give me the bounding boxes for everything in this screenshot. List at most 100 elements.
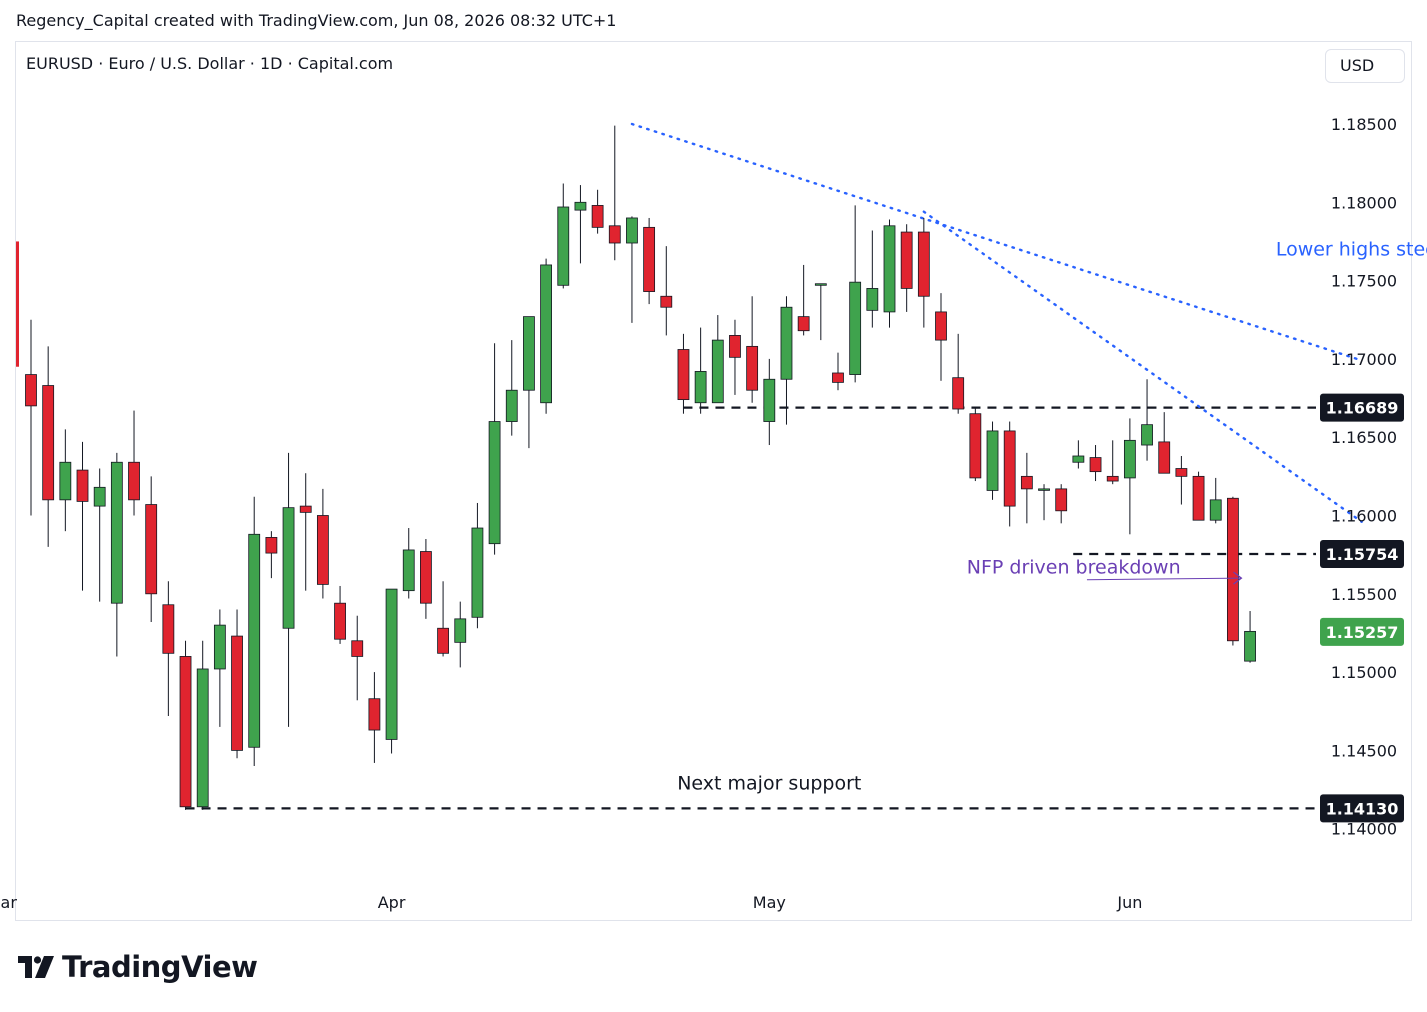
candle[interactable] — [162, 581, 175, 716]
candle[interactable] — [299, 473, 312, 591]
y-tick-label: 1.15000 — [1331, 663, 1397, 682]
candle[interactable] — [540, 258, 552, 414]
candle[interactable] — [213, 609, 226, 727]
candle[interactable] — [711, 315, 724, 404]
candle[interactable] — [814, 283, 827, 341]
candle[interactable] — [832, 352, 844, 391]
candle[interactable] — [1020, 452, 1033, 524]
level-price-tag[interactable]: 1.16689 — [1326, 399, 1399, 418]
candle[interactable] — [1123, 418, 1136, 535]
candle-body-down — [832, 372, 844, 383]
candle-body-up — [574, 201, 587, 211]
candle[interactable] — [1055, 484, 1068, 524]
annotation-label[interactable]: Next major support — [677, 773, 861, 795]
candle[interactable] — [1209, 477, 1222, 524]
trendline-1[interactable] — [922, 210, 1363, 523]
candle[interactable] — [128, 410, 140, 516]
candle[interactable] — [1158, 412, 1171, 474]
candle[interactable] — [763, 358, 776, 446]
candle[interactable] — [917, 217, 930, 328]
candle[interactable] — [557, 183, 570, 289]
candle[interactable] — [25, 319, 37, 516]
candle[interactable] — [402, 528, 415, 599]
candle[interactable] — [505, 340, 518, 436]
candle-body-up — [282, 507, 295, 629]
candle-body-down — [231, 635, 243, 751]
candle[interactable] — [1244, 611, 1256, 663]
candle-body-down — [316, 515, 329, 585]
candle[interactable] — [729, 319, 741, 395]
candle[interactable] — [574, 185, 587, 264]
symbol-title[interactable]: EURUSD · Euro / U.S. Dollar · 1D · Capit… — [26, 54, 394, 73]
candle[interactable] — [1141, 379, 1153, 461]
candle[interactable] — [986, 421, 999, 500]
candle[interactable] — [780, 296, 793, 425]
annotation-label[interactable]: Lower highs steepen — [1276, 239, 1427, 261]
candle[interactable] — [935, 293, 947, 381]
candle[interactable] — [145, 476, 158, 622]
chart-caption: Regency_Capital created with TradingView… — [16, 11, 617, 30]
candle[interactable] — [420, 538, 432, 619]
candle[interactable] — [1003, 421, 1016, 527]
candle[interactable] — [1192, 471, 1205, 521]
candle[interactable] — [660, 246, 673, 336]
candle[interactable] — [1072, 440, 1085, 469]
candle[interactable] — [746, 296, 759, 403]
candle[interactable] — [1106, 440, 1119, 485]
candle[interactable] — [265, 531, 278, 579]
candle[interactable] — [196, 640, 209, 810]
annotation-label[interactable]: NFP driven breakdown — [967, 556, 1181, 578]
candle[interactable] — [883, 219, 896, 328]
candle[interactable] — [368, 672, 381, 763]
candle[interactable] — [900, 224, 913, 312]
candle[interactable] — [694, 327, 707, 414]
candle[interactable] — [248, 496, 261, 767]
candle[interactable] — [1089, 445, 1102, 482]
candle[interactable] — [42, 346, 55, 547]
annotation-arrow-line[interactable] — [1086, 577, 1242, 581]
brand-logo[interactable]: TradingView — [18, 950, 258, 984]
candle[interactable] — [608, 125, 621, 261]
trendline-0[interactable] — [630, 122, 1363, 362]
candle[interactable] — [952, 333, 965, 414]
candle[interactable] — [523, 316, 535, 449]
candle[interactable] — [76, 441, 89, 591]
candle[interactable] — [179, 640, 192, 810]
candle[interactable] — [488, 343, 501, 555]
candle[interactable] — [849, 205, 862, 383]
candle[interactable] — [797, 264, 810, 336]
candle[interactable] — [626, 216, 638, 323]
candle[interactable] — [677, 333, 690, 414]
time-axis: Mar Apr May Jun — [0, 893, 1142, 912]
candle-body-up — [385, 588, 398, 740]
last-price-tag[interactable]: 1.15257 — [1326, 623, 1399, 642]
candle[interactable] — [969, 407, 982, 482]
candle-body-up — [1141, 424, 1153, 446]
candle[interactable] — [643, 217, 656, 305]
candle-body-down — [76, 469, 89, 502]
candle[interactable] — [231, 609, 243, 759]
candle-body-up — [110, 461, 123, 604]
candle[interactable] — [316, 488, 329, 599]
candle[interactable] — [454, 601, 467, 668]
chart-pane[interactable] — [15, 41, 1412, 921]
currency-selector[interactable]: USD — [1325, 49, 1405, 83]
level-price-tag[interactable]: 1.14130 — [1326, 799, 1399, 818]
candle[interactable] — [334, 585, 346, 644]
candle[interactable] — [471, 502, 484, 629]
candle[interactable] — [1175, 455, 1188, 505]
candle[interactable] — [866, 230, 879, 328]
candle[interactable] — [437, 581, 449, 657]
candle[interactable] — [591, 189, 604, 234]
candle[interactable] — [282, 452, 295, 727]
candle[interactable] — [1038, 484, 1050, 521]
candle[interactable] — [110, 452, 123, 657]
candle[interactable] — [93, 468, 106, 602]
candle-body-up — [213, 624, 226, 670]
candle[interactable] — [59, 429, 72, 532]
candle[interactable] — [351, 615, 364, 701]
candle[interactable] — [385, 588, 398, 754]
level-price-tag[interactable]: 1.15754 — [1326, 545, 1399, 564]
candle[interactable] — [1227, 496, 1239, 646]
